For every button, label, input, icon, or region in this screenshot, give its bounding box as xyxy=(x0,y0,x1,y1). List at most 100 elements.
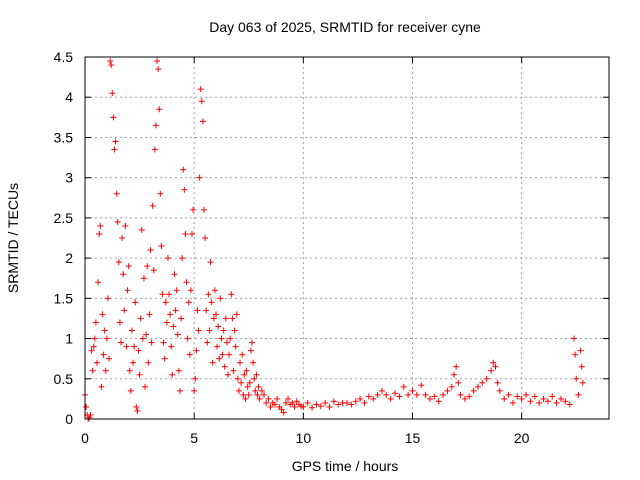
data-point xyxy=(175,367,182,374)
data-point xyxy=(466,393,473,400)
data-point xyxy=(126,367,133,374)
data-point xyxy=(243,367,250,374)
data-point xyxy=(164,255,171,262)
data-point xyxy=(494,379,501,386)
data-point xyxy=(247,347,254,354)
data-point xyxy=(183,279,190,286)
data-point xyxy=(562,398,569,405)
data-point xyxy=(134,407,141,414)
data-point xyxy=(488,367,495,374)
data-point xyxy=(106,355,113,362)
y-tick-label: 1 xyxy=(65,331,73,347)
data-point xyxy=(101,327,108,334)
data-point xyxy=(470,387,477,394)
data-point xyxy=(99,311,106,318)
data-point xyxy=(300,403,307,410)
data-point xyxy=(194,307,201,314)
data-point xyxy=(278,406,285,413)
data-point xyxy=(206,327,213,334)
data-point xyxy=(139,335,146,342)
plot-frame xyxy=(84,56,610,420)
data-point xyxy=(197,86,204,93)
data-point xyxy=(193,347,200,354)
data-point xyxy=(501,395,508,402)
data-point xyxy=(110,114,117,121)
data-point xyxy=(144,263,151,270)
data-point xyxy=(229,315,236,322)
data-point xyxy=(578,363,585,370)
data-point xyxy=(160,339,167,346)
data-point xyxy=(235,387,242,394)
data-point xyxy=(348,401,355,408)
data-point xyxy=(573,375,580,382)
y-tick-label: 0 xyxy=(65,411,73,427)
data-point xyxy=(204,339,211,346)
data-point xyxy=(159,291,166,298)
data-point xyxy=(222,315,229,322)
data-point xyxy=(374,391,381,398)
data-point xyxy=(142,383,149,390)
data-point xyxy=(136,371,143,378)
data-point xyxy=(435,398,442,405)
data-point xyxy=(87,411,94,418)
data-point xyxy=(132,299,139,306)
data-point xyxy=(217,295,224,302)
data-point xyxy=(253,371,260,378)
data-point xyxy=(170,323,177,330)
data-point xyxy=(326,403,333,410)
data-point xyxy=(231,327,238,334)
data-point xyxy=(238,379,245,386)
x-tick-label: 15 xyxy=(405,430,421,446)
data-point xyxy=(527,398,534,405)
data-point xyxy=(94,359,101,366)
data-point xyxy=(226,351,233,358)
data-point xyxy=(344,399,350,406)
data-point xyxy=(150,267,157,274)
data-point xyxy=(166,291,173,298)
data-point xyxy=(426,395,433,402)
data-point xyxy=(96,230,103,237)
data-point xyxy=(280,409,287,416)
data-point xyxy=(208,299,215,306)
data-point xyxy=(304,399,311,406)
data-point xyxy=(579,379,586,386)
data-point xyxy=(387,395,394,402)
data-point xyxy=(413,391,420,398)
data-point xyxy=(378,387,385,394)
data-point xyxy=(200,206,207,213)
data-point xyxy=(461,395,468,402)
data-point xyxy=(115,259,122,266)
data-point xyxy=(383,391,390,398)
data-point xyxy=(505,391,512,398)
x-tick-label: 10 xyxy=(296,430,312,446)
data-point xyxy=(91,335,98,342)
data-point xyxy=(120,271,127,278)
data-point xyxy=(190,206,197,213)
data-point xyxy=(128,327,135,334)
data-point xyxy=(549,393,556,400)
data-point xyxy=(271,401,278,408)
data-point xyxy=(237,359,244,366)
data-point xyxy=(330,398,337,405)
data-point xyxy=(450,371,457,378)
data-point xyxy=(198,98,205,105)
data-point xyxy=(239,351,246,358)
data-point xyxy=(121,307,128,314)
data-point xyxy=(184,335,191,342)
data-point xyxy=(263,399,270,406)
data-point xyxy=(536,399,543,406)
data-point xyxy=(572,351,579,358)
data-point xyxy=(317,403,324,410)
data-point xyxy=(113,190,120,197)
data-point xyxy=(156,106,163,113)
data-point xyxy=(83,403,90,410)
data-point xyxy=(440,391,447,398)
data-point xyxy=(176,387,183,394)
data-point xyxy=(289,399,296,406)
data-point xyxy=(95,279,102,286)
data-point xyxy=(149,202,156,209)
data-point xyxy=(167,311,174,318)
data-point xyxy=(209,359,216,366)
